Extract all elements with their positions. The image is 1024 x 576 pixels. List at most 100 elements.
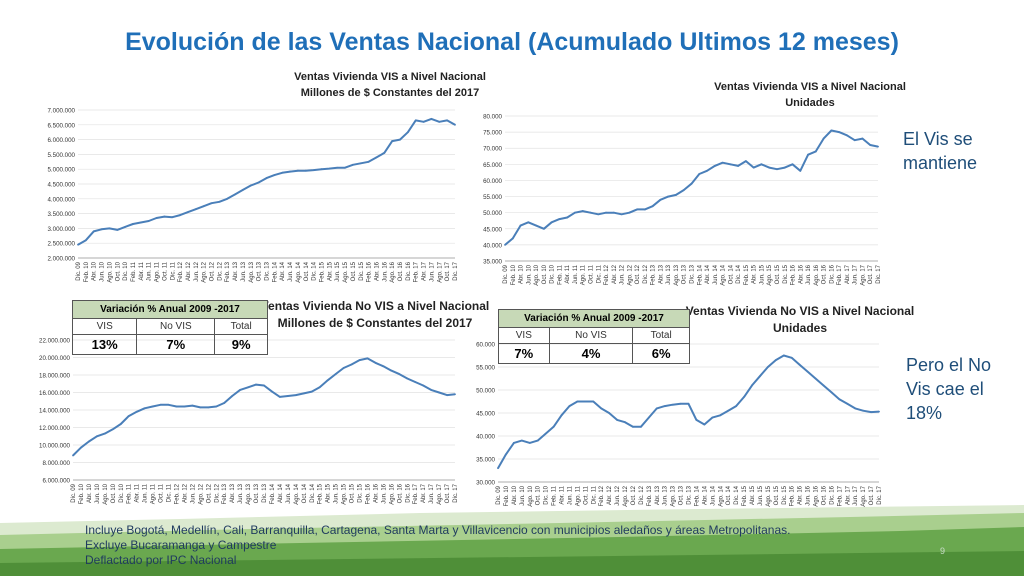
x-tick-label: Feb. 11 (127, 483, 133, 504)
note-line: mantiene (903, 153, 978, 173)
data-point (752, 166, 755, 169)
data-point (350, 363, 353, 366)
variation-table-millones: Variación % Anual 2009 -2017 VIS No VIS … (71, 300, 268, 355)
x-tick-label: Dic. 14 (734, 485, 740, 504)
data-point (838, 398, 841, 401)
x-tick-label: Feb. 16 (367, 261, 373, 282)
x-tick-label: Ago. 14 (721, 264, 727, 285)
x-tick-label: Ago. 13 (671, 485, 677, 506)
data-point (535, 224, 537, 227)
y-tick-label: 35.000 (476, 457, 495, 464)
x-tick-label: Jun. 14 (286, 483, 292, 503)
page-number: 9 (940, 546, 946, 556)
x-tick-label: Jun. 12 (615, 485, 621, 505)
data-point (422, 384, 425, 387)
data-point (822, 384, 825, 387)
x-tick-label: Abr. 13 (233, 261, 239, 281)
data-point (698, 173, 701, 175)
data-point (768, 166, 771, 169)
x-tick-label: Feb. 17 (414, 261, 420, 282)
x-tick-label: Ago. 15 (766, 485, 772, 506)
x-tick-label: Ago. 13 (249, 261, 255, 282)
data-point (519, 224, 522, 227)
data-point (854, 407, 857, 410)
y-tick-label: 14.000.000 (39, 408, 71, 415)
x-tick-label: Ago. 17 (437, 261, 443, 282)
x-tick-label: Dic. 12 (217, 261, 223, 280)
data-point (814, 150, 817, 153)
data-point (636, 208, 639, 211)
x-tick-label: Jun. 11 (147, 261, 153, 281)
x-tick-label: Jun. 16 (381, 483, 387, 503)
data-point (862, 409, 865, 412)
data-point (326, 379, 329, 382)
data-point (80, 446, 82, 449)
data-point (612, 211, 615, 214)
x-tick-label: Feb. 11 (557, 264, 563, 285)
x-tick-label: Dic. 14 (312, 261, 318, 280)
x-tick-label: Feb. 13 (651, 264, 657, 285)
table-value-novis: 7% (136, 334, 216, 355)
data-point (766, 366, 769, 368)
table-value-vis: 7% (498, 343, 550, 364)
x-tick-label: Oct. 17 (868, 264, 874, 284)
data-point (302, 392, 305, 395)
chart-vis-millones: Ventas Vivienda VIS a Nivel Nacional Mill… (47, 71, 485, 283)
data-point (151, 405, 154, 408)
x-tick-label: Oct. 10 (115, 261, 121, 281)
data-point (814, 377, 817, 380)
data-point (135, 410, 138, 413)
x-tick-label: Dic. 17 (453, 261, 459, 280)
data-point (454, 393, 456, 396)
data-point (620, 213, 623, 216)
data-point (438, 391, 440, 394)
x-tick-label: Oct. 15 (350, 483, 356, 503)
x-tick-label: Dic. 10 (119, 483, 125, 502)
data-point (782, 354, 785, 357)
y-tick-label: 6.000.000 (42, 478, 70, 485)
data-point (744, 160, 747, 163)
x-tick-label: Feb. 12 (604, 264, 610, 285)
x-tick-label: Oct. 12 (206, 483, 212, 503)
data-point (759, 375, 761, 378)
x-tick-label: Oct. 12 (635, 264, 641, 284)
x-tick-label: Oct. 16 (822, 264, 828, 284)
data-point (659, 198, 662, 201)
x-tick-label: Ago. 12 (198, 483, 204, 504)
x-tick-label: Jun. 11 (567, 485, 573, 505)
data-point (163, 215, 166, 218)
data-point (334, 373, 337, 376)
x-tick-label: Abr. 11 (135, 483, 141, 502)
x-tick-label: Jun. 15 (334, 483, 340, 503)
data-point (438, 120, 441, 123)
x-tick-label: Jun. 13 (238, 483, 244, 503)
data-point (838, 131, 841, 134)
x-tick-label: Feb. 13 (222, 483, 228, 504)
x-tick-label: Dic. 15 (359, 261, 365, 280)
x-tick-label: Jun. 17 (429, 261, 435, 281)
data-point (218, 200, 221, 203)
table-value-novis: 4% (548, 343, 634, 364)
x-tick-label: Oct. 17 (445, 483, 451, 503)
x-tick-label: Abr. 11 (560, 485, 566, 504)
x-tick-label: Feb. 11 (131, 261, 137, 282)
x-tick-label: Feb. 17 (837, 264, 843, 285)
data-point (265, 177, 268, 179)
x-tick-label: Oct. 16 (398, 261, 404, 281)
note-novis: Pero el No Vis cae el 18% (906, 353, 991, 425)
data-point (255, 383, 257, 386)
x-tick-label: Feb. 10 (511, 264, 517, 285)
x-tick-label: Jun. 15 (758, 485, 764, 505)
y-tick-label: 5.500.000 (47, 152, 75, 159)
x-tick-label: Dic. 11 (596, 264, 602, 283)
x-tick-label: Jun. 16 (806, 264, 812, 284)
y-tick-label: 65.000 (483, 162, 502, 169)
data-point (671, 403, 674, 406)
data-point (727, 409, 730, 412)
series-line (497, 354, 880, 469)
x-tick-label: Abr. 17 (845, 264, 851, 284)
data-point (422, 120, 425, 123)
x-tick-label: Jun. 11 (573, 264, 579, 284)
x-tick-label: Ago. 17 (861, 485, 867, 506)
data-point (390, 369, 393, 372)
